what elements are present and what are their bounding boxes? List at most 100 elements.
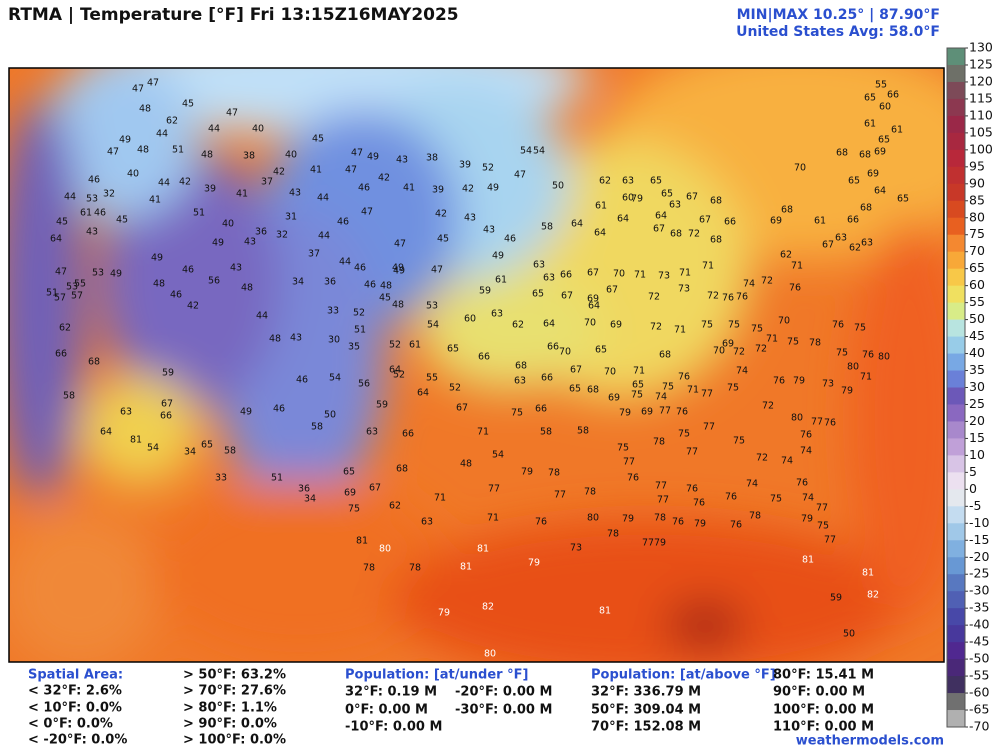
station-temperature: 80 [484,649,496,660]
station-temperature: 81 [477,544,489,555]
station-temperature: 59 [162,368,174,379]
station-temperature: 55 [426,373,438,384]
station-temperature: 70 [559,347,571,358]
station-temperature: 60 [879,102,891,113]
station-temperature: 75 [817,521,829,532]
station-temperature: 71 [434,493,446,504]
station-temperature: 70 [778,316,790,327]
population-item: 32°F: 336.79 M [591,685,701,700]
colorbar-label: 15 [969,430,985,445]
station-temperature: 58 [63,391,75,402]
station-temperature: 58 [540,427,552,438]
station-temperature: 39 [459,160,471,171]
station-temperature: 49 [212,238,224,249]
station-temperature: 43 [483,225,495,236]
station-temperature: 68 [710,235,722,246]
station-temperature: 40 [127,169,139,180]
spatial-item: < -20°F: 0.0% [28,733,127,748]
station-temperature: 41 [403,183,415,194]
colorbar-label: 30 [969,379,985,394]
station-temperature: 76 [725,492,737,503]
station-temperature: 34 [184,447,196,458]
station-temperature: 34 [304,494,316,505]
colorbar-label: 65 [969,260,985,275]
station-temperature: 69 [587,294,599,305]
station-temperature: 80 [379,544,391,555]
station-temperature: 72 [762,401,774,412]
colorbar-segment [947,81,965,100]
station-temperature: 76 [773,376,785,387]
station-temperature: 71 [702,261,714,272]
colorbar-label: -50 [969,651,989,666]
station-temperature: 69 [867,169,879,180]
station-temperature: 51 [354,325,366,336]
station-temperature: 65 [632,380,644,391]
station-temperature: 76 [736,292,748,303]
station-temperature: 74 [802,493,814,504]
station-temperature: 77 [701,389,713,400]
station-temperature: 54 [492,450,504,461]
station-temperature: 78 [654,513,666,524]
station-temperature: 71 [679,268,691,279]
station-temperature: 77 [657,495,669,506]
station-temperature: 71 [687,385,699,396]
station-temperature: 65 [343,467,355,478]
station-temperature: 38 [426,153,438,164]
colorbar-label: 25 [969,396,985,411]
station-temperature: 79 [694,519,706,530]
station-temperature: 67 [686,192,698,203]
colorbar-label: 35 [969,362,985,377]
station-temperature: 58 [577,426,589,437]
station-temperature: 63 [835,233,847,244]
station-temperature: 53 [426,301,438,312]
population-item: 0°F: 0.00 M [345,703,428,718]
station-temperature: 64 [874,186,886,197]
station-temperature: 75 [787,337,799,348]
colorbar-segment [947,149,965,168]
station-temperature: 49 [393,266,405,277]
station-temperature: 68 [781,205,793,216]
station-temperature: 68 [859,150,871,161]
station-temperature: 75 [854,323,866,334]
station-temperature: 75 [751,324,763,335]
population-item: 70°F: 152.08 M [591,720,701,735]
station-temperature: 80 [847,362,859,373]
station-temperature: 76 [693,498,705,509]
colorbar-segment [947,302,965,321]
station-temperature: 75 [727,383,739,394]
station-temperature: 68 [670,229,682,240]
station-temperature: 74 [781,456,793,467]
station-temperature: 67 [369,483,381,494]
station-temperature: 82 [867,590,879,601]
station-temperature: 52 [389,340,401,351]
station-temperature: 67 [653,224,665,235]
population-item: 50°F: 309.04 M [591,703,701,718]
station-temperature: 77 [642,538,654,549]
station-temperature: 46 [504,234,516,245]
colorbar-label: 0 [969,481,977,496]
station-temperature: 48 [139,104,151,115]
station-temperature: 58 [224,446,236,457]
station-temperature: 71 [634,270,646,281]
station-temperature: 45 [437,234,449,245]
station-temperature: 51 [172,145,184,156]
station-temperature: 73 [570,543,582,554]
colorbar-label: 5 [969,464,977,479]
station-temperature: 30 [328,335,340,346]
station-temperature: 44 [208,124,220,135]
station-temperature: 75 [617,443,629,454]
station-temperature: 73 [678,284,690,295]
station-temperature: 75 [511,408,523,419]
station-temperature: 48 [137,145,149,156]
station-temperature: 76 [796,478,808,489]
station-temperature: 64 [617,214,629,225]
spatial-item: > 90°F: 0.0% [183,717,277,732]
station-temperature: 47 [132,84,144,95]
station-temperature: 47 [351,148,363,159]
station-temperature: 32 [103,189,115,200]
station-temperature: 66 [535,404,547,415]
station-temperature: 63 [514,376,526,387]
spatial-item: > 70°F: 27.6% [183,684,286,699]
station-temperature: 33 [215,473,227,484]
station-temperature: 46 [273,404,285,415]
